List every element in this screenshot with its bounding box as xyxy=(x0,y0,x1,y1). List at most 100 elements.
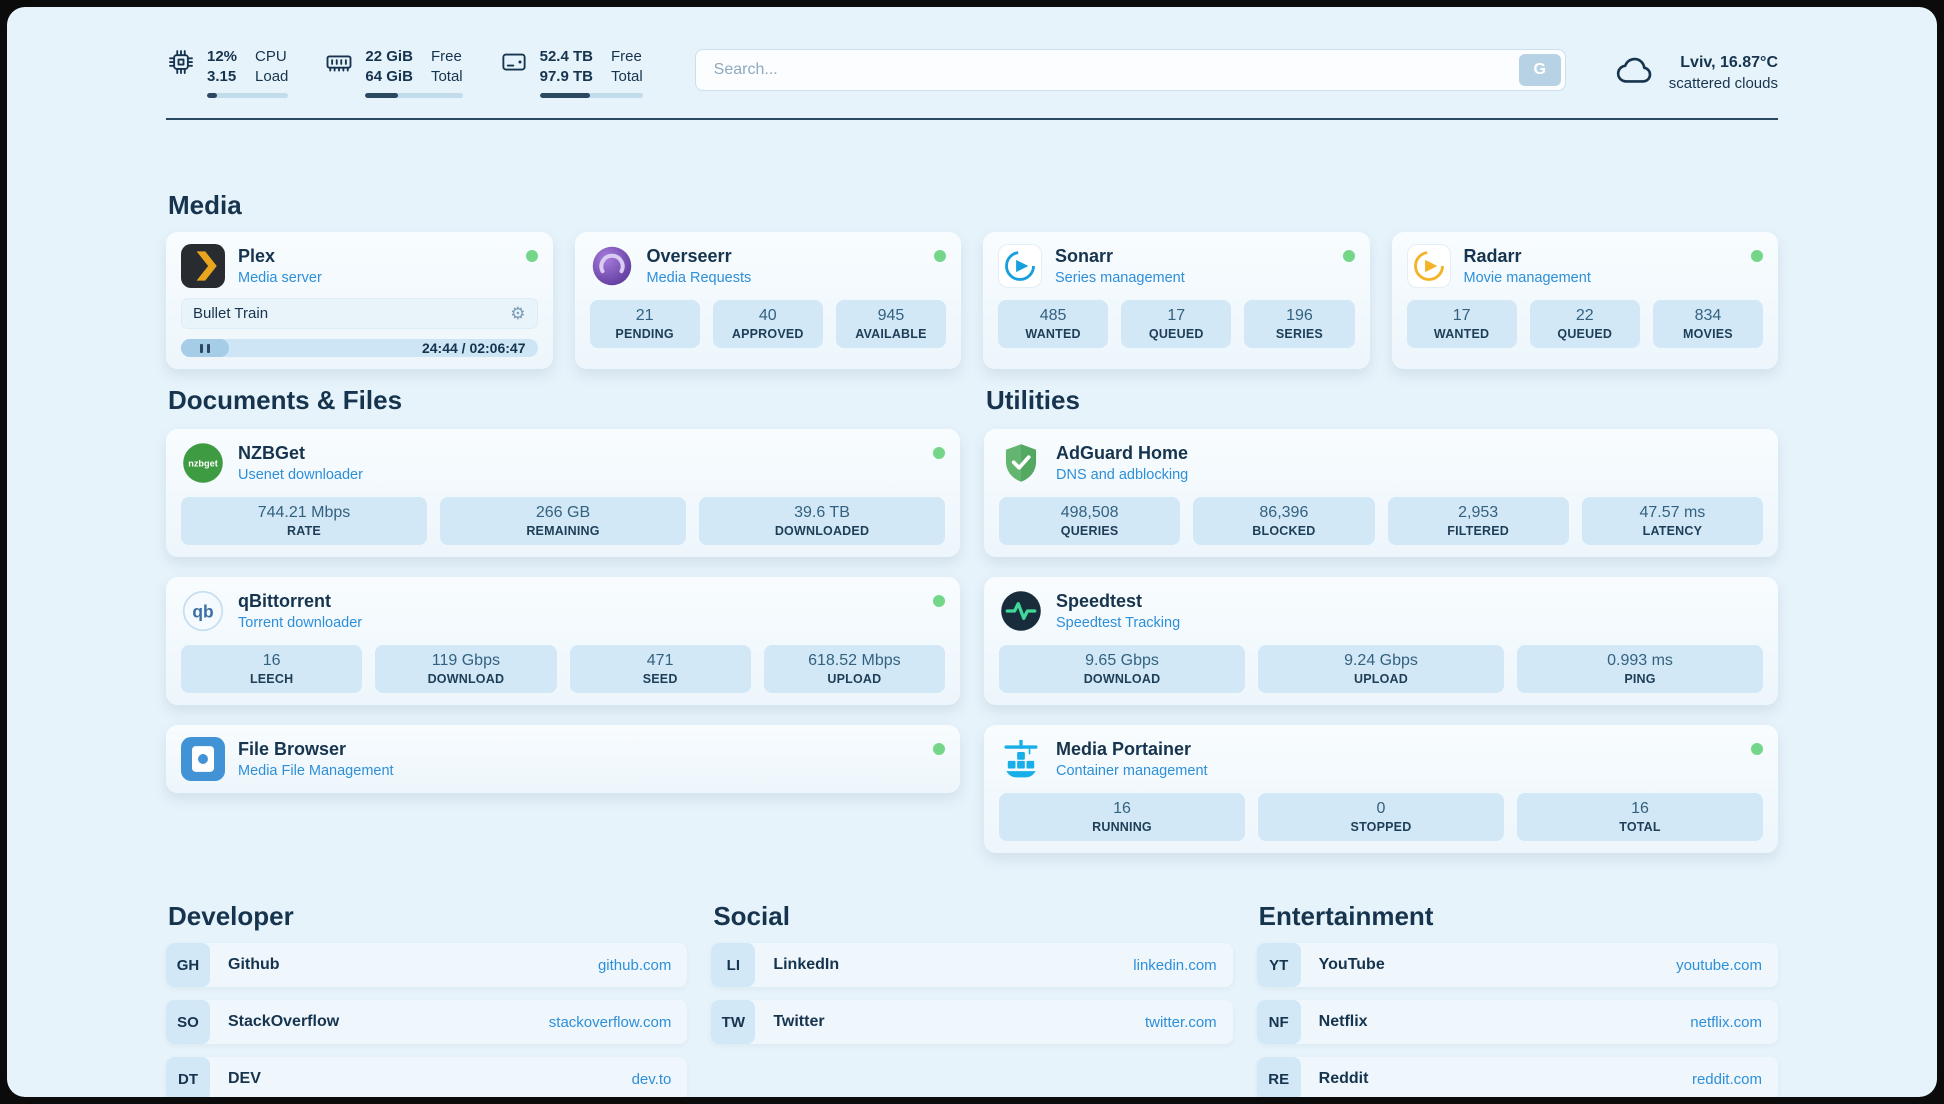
stat-value: 21 xyxy=(635,307,654,324)
sonarr-icon xyxy=(998,244,1042,288)
stat-label: QUEUED xyxy=(1148,327,1204,341)
radarr-card[interactable]: Radarr Movie management 17 WANTED 22 QUE… xyxy=(1391,232,1778,369)
stat-box: 2,953 FILTERED xyxy=(1387,497,1569,545)
overseerr-card[interactable]: Overseerr Media Requests 21 PENDING 40 A… xyxy=(574,232,961,369)
playback-progress-bar[interactable]: 24:44 / 02:06:47 xyxy=(181,339,538,357)
sonarr-card[interactable]: Sonarr Series management 485 WANTED 17 Q… xyxy=(983,232,1370,369)
ram-total-label: Total xyxy=(430,67,463,85)
nzbget-icon: nzbget xyxy=(181,441,225,485)
cpu-widget: 12% 3.15 CPU Load xyxy=(166,47,289,98)
bookmark-link[interactable]: linkedin.com xyxy=(1133,956,1217,974)
qbittorrent-card[interactable]: qb qBittorrent Torrent downloader 16 LEE… xyxy=(166,577,960,705)
radarr-icon xyxy=(1406,244,1451,288)
section-title-documents: Documents & Files xyxy=(168,385,403,415)
stat-value: 485 xyxy=(1039,307,1067,324)
bookmark-link[interactable]: netflix.com xyxy=(1690,1013,1762,1031)
bookmark-link[interactable]: youtube.com xyxy=(1676,956,1762,974)
status-dot xyxy=(934,250,946,262)
stat-label: SERIES xyxy=(1275,327,1323,341)
stat-box: 0.993 ms PING xyxy=(1517,645,1763,693)
cloud-icon xyxy=(1614,49,1656,96)
card-title: qBittorrent xyxy=(238,591,331,611)
nzbget-card[interactable]: nzbget NZBGet Usenet downloader 744.21 M… xyxy=(166,429,960,557)
bookmark-link[interactable]: github.com xyxy=(597,956,672,974)
stat-box: 47.57 ms LATENCY xyxy=(1581,497,1763,545)
gear-icon[interactable]: ⚙ xyxy=(510,304,526,323)
dev-abbr-icon: DT xyxy=(166,1057,210,1097)
filebrowser-icon xyxy=(181,737,225,781)
bookmark-row-netflix[interactable]: NF Netflix netflix.com xyxy=(1256,1000,1778,1044)
plex-card[interactable]: Plex Media server Bullet Train ⚙ 24:44 /… xyxy=(166,232,553,369)
stat-value: 39.6 TB xyxy=(794,504,850,521)
ram-free-value: 22 GiB xyxy=(365,48,413,65)
stat-label: DOWNLOADED xyxy=(774,524,870,538)
bookmark-row-twitter[interactable]: TW Twitter twitter.com xyxy=(711,1000,1233,1044)
card-subtitle: Speedtest Tracking xyxy=(1056,615,1181,631)
stat-label: RATE xyxy=(287,524,321,538)
stat-box: 16 TOTAL xyxy=(1517,793,1763,841)
section-developer: Developer GH Github github.com SO StackO… xyxy=(166,901,688,1097)
stat-label: WANTED xyxy=(1025,327,1081,341)
stat-value: 40 xyxy=(758,307,777,324)
stat-value: 0.993 ms xyxy=(1607,652,1673,669)
bookmark-row-youtube[interactable]: YT YouTube youtube.com xyxy=(1256,943,1778,987)
linkedin-abbr-icon: LI xyxy=(711,943,756,987)
stat-label: APPROVED xyxy=(731,327,804,341)
card-subtitle: Media Requests xyxy=(646,270,752,286)
bookmark-row-stackoverflow[interactable]: SO StackOverflow stackoverflow.com xyxy=(166,1000,688,1044)
card-title: File Browser xyxy=(238,739,347,759)
adguard-card[interactable]: AdGuard Home DNS and adblocking 498,508 … xyxy=(984,429,1778,557)
card-title: Radarr xyxy=(1463,246,1522,266)
bookmark-row-github[interactable]: GH Github github.com xyxy=(166,943,688,987)
status-dot xyxy=(933,447,945,459)
section-media: Media Plex Media server xyxy=(166,190,1778,369)
stat-label: DOWNLOAD xyxy=(1083,672,1161,686)
stat-box: 945 AVAILABLE xyxy=(835,300,947,348)
bookmark-row-linkedin[interactable]: LI LinkedIn linkedin.com xyxy=(711,943,1233,987)
stat-value: 22 xyxy=(1575,307,1594,324)
youtube-abbr-icon: YT xyxy=(1256,943,1301,987)
system-stats: 12% 3.15 CPU Load xyxy=(166,47,643,98)
stat-label: AVAILABLE xyxy=(855,327,927,341)
bookmark-link[interactable]: stackoverflow.com xyxy=(548,1013,672,1031)
stat-label: PENDING xyxy=(615,327,674,341)
disk-progress-bar xyxy=(539,93,643,98)
reddit-abbr-icon: RE xyxy=(1256,1057,1301,1097)
bookmark-row-dev[interactable]: DT DEV dev.to xyxy=(166,1057,688,1097)
bookmark-link[interactable]: twitter.com xyxy=(1144,1013,1217,1031)
stat-label: QUEUED xyxy=(1557,327,1613,341)
stat-value: 86,396 xyxy=(1259,504,1309,521)
bookmark-name: Reddit xyxy=(1318,1070,1369,1087)
disk-total-label: Total xyxy=(610,67,643,85)
status-dot xyxy=(525,250,538,262)
section-documents: Documents & Files nzbget NZBGet Usenet d… xyxy=(166,385,960,793)
filebrowser-card[interactable]: File Browser Media File Management xyxy=(166,725,960,793)
card-title: NZBGet xyxy=(238,443,305,463)
stat-label: STOPPED xyxy=(1350,820,1412,834)
bookmark-row-reddit[interactable]: RE Reddit reddit.com xyxy=(1256,1057,1778,1097)
search-input[interactable] xyxy=(694,49,1566,91)
stat-value: 17 xyxy=(1452,307,1471,324)
search-engine-button[interactable]: G xyxy=(1518,54,1561,86)
portainer-card[interactable]: Media Portainer Container management 16 … xyxy=(984,725,1778,853)
section-title-social: Social xyxy=(713,901,790,931)
stat-box: 9.65 Gbps DOWNLOAD xyxy=(999,645,1245,693)
stat-value: 618.52 Mbps xyxy=(808,652,901,669)
stat-value: 498,508 xyxy=(1060,504,1119,521)
bookmark-name: Github xyxy=(228,956,280,973)
pause-button[interactable] xyxy=(181,339,229,357)
weather-widget[interactable]: Lviv, 16.87°C scattered clouds xyxy=(1614,49,1778,96)
speedtest-card[interactable]: Speedtest Speedtest Tracking 9.65 Gbps D… xyxy=(984,577,1778,705)
stat-label: UPLOAD xyxy=(827,672,882,686)
stackoverflow-abbr-icon: SO xyxy=(166,1000,210,1044)
overseerr-icon xyxy=(590,244,634,288)
bookmark-link[interactable]: dev.to xyxy=(631,1070,672,1088)
stat-value: 196 xyxy=(1286,307,1313,324)
card-title: Plex xyxy=(238,246,276,266)
bookmark-link[interactable]: reddit.com xyxy=(1691,1070,1762,1088)
card-title: AdGuard Home xyxy=(1056,443,1189,463)
adguard-icon xyxy=(999,441,1043,485)
card-subtitle: Torrent downloader xyxy=(238,615,363,631)
card-subtitle: Usenet downloader xyxy=(238,467,363,483)
card-subtitle: Series management xyxy=(1055,270,1185,286)
